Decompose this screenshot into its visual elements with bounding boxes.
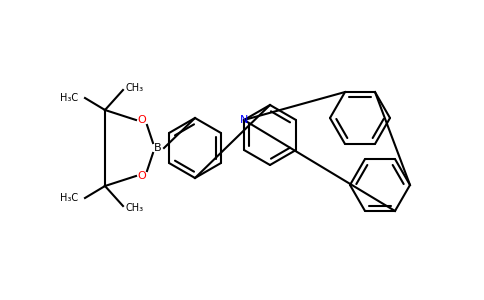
- Text: O: O: [137, 171, 146, 181]
- Text: H₃C: H₃C: [60, 193, 78, 203]
- Text: B: B: [154, 143, 162, 153]
- Text: CH₃: CH₃: [125, 203, 143, 213]
- Text: N: N: [240, 115, 248, 125]
- Text: O: O: [137, 115, 146, 125]
- Text: H₃C: H₃C: [60, 93, 78, 103]
- Text: CH₃: CH₃: [125, 83, 143, 93]
